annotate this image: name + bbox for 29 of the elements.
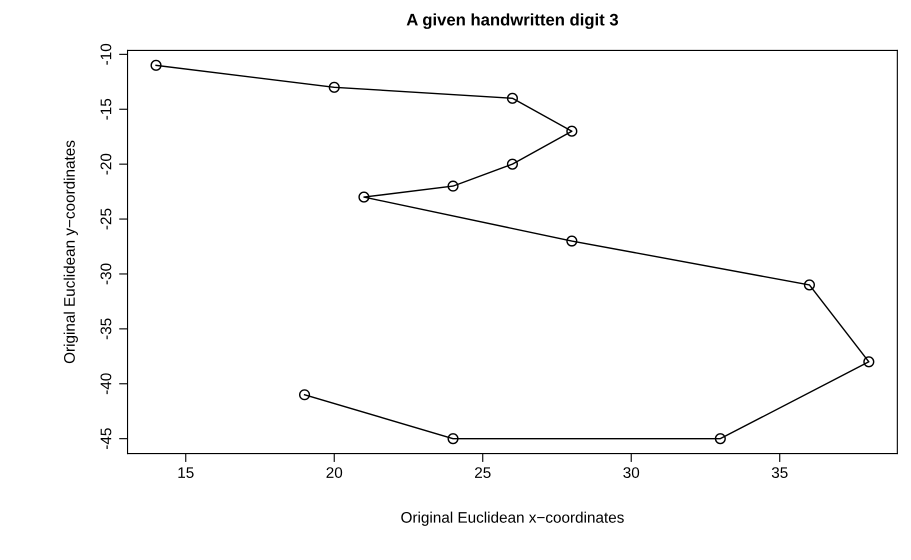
y-tick-label: -10 (100, 44, 112, 65)
point (298, 389, 310, 400)
point (328, 82, 340, 93)
point (566, 235, 578, 247)
point (714, 433, 726, 444)
point (506, 92, 518, 104)
x-tick-label: 15 (178, 467, 194, 478)
y-tick-label: -30 (100, 264, 112, 284)
x-tick-label: 30 (623, 467, 640, 478)
x-tick-label: 35 (772, 467, 788, 478)
x-tick-label: 25 (475, 467, 491, 478)
y-tick-label: -20 (100, 154, 112, 175)
y-tick-label: -25 (100, 208, 112, 230)
point (447, 180, 459, 192)
y-axis-title: Original Euclidean y−coordinates (64, 140, 78, 364)
point (863, 356, 874, 368)
point (506, 158, 518, 170)
y-tick-label: -45 (100, 428, 112, 450)
y-tick-label: -15 (100, 98, 112, 120)
y-tick-label: -35 (100, 318, 112, 340)
point (150, 60, 162, 71)
point (804, 279, 815, 290)
x-tick-label: 20 (326, 467, 342, 478)
point (358, 192, 370, 203)
point (447, 433, 459, 444)
y-tick-label: -40 (100, 373, 112, 394)
x-axis-title: Original Euclidean x−coordinates (401, 512, 624, 526)
chart-title: A given handwritten digit 3 (406, 13, 618, 29)
point (566, 126, 578, 137)
